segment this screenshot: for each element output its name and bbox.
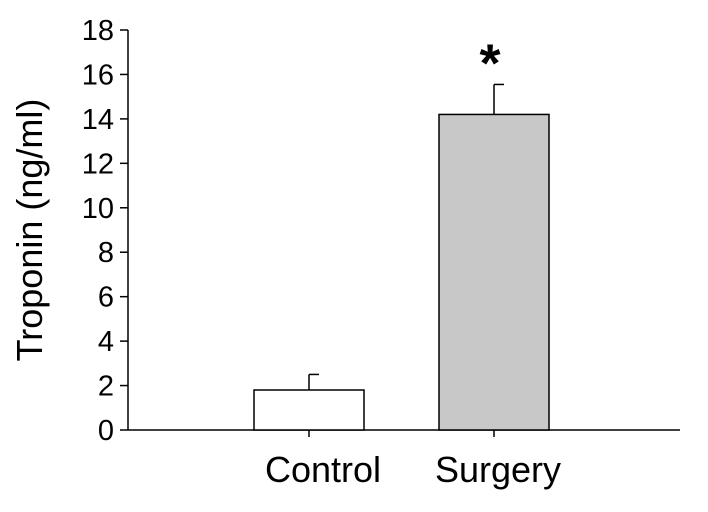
y-axis: 0 2 4 6 8 10 12 14 16 18 <box>82 15 129 447</box>
annotations: * <box>479 33 500 93</box>
y-tick-label: 12 <box>82 148 114 180</box>
y-tick-label: 10 <box>82 193 114 225</box>
x-category-label: Surgery <box>435 449 561 490</box>
y-ticks: 0 2 4 6 8 10 12 14 16 18 <box>82 15 128 447</box>
y-tick-label: 14 <box>82 104 114 136</box>
x-ticks: Control Surgery <box>265 430 561 490</box>
x-category-label: Control <box>265 449 381 490</box>
bar-control <box>253 389 365 431</box>
y-tick-label: 16 <box>82 59 114 91</box>
error-bars <box>308 83 504 390</box>
y-tick-label: 6 <box>98 282 114 314</box>
y-tick-label: 2 <box>98 371 114 403</box>
y-tick-label: 4 <box>98 326 114 358</box>
y-tick-label: 8 <box>98 237 114 269</box>
y-axis-title: Troponin (ng/ml) <box>9 99 50 362</box>
significance-asterisk: * <box>479 33 500 93</box>
bar-surgery <box>438 113 550 431</box>
bars <box>253 113 550 431</box>
y-tick-label: 0 <box>98 415 114 447</box>
y-tick-label: 18 <box>82 15 114 47</box>
x-axis: Control Surgery <box>128 429 680 490</box>
